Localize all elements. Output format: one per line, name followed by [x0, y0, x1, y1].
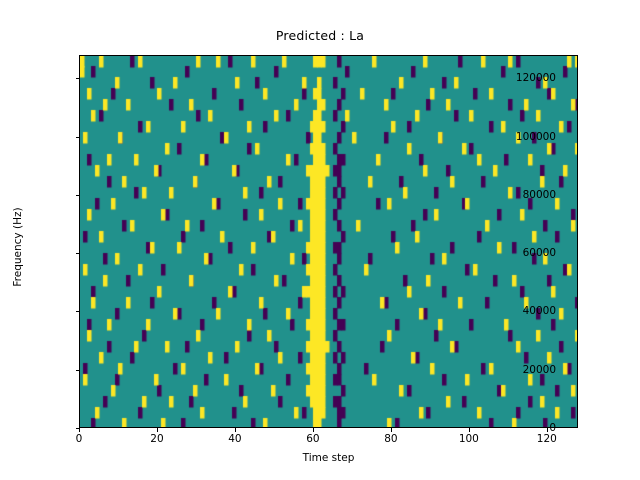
x-axis-label: Time step	[302, 452, 355, 464]
y-tick-mark	[75, 253, 79, 254]
y-tick-mark	[75, 428, 79, 429]
heatmap-image	[80, 56, 577, 427]
x-tick-mark	[469, 428, 470, 432]
x-tick-label: 0	[75, 433, 83, 445]
x-tick-mark	[157, 428, 158, 432]
y-tick-label: 40000	[522, 305, 556, 318]
heatmap-axes[interactable]	[79, 55, 578, 428]
y-axis-label: Frequency (Hz)	[12, 207, 24, 287]
x-tick-label: 120	[536, 433, 557, 445]
x-tick-label: 20	[150, 433, 164, 445]
x-tick-mark	[79, 428, 80, 432]
y-tick-label: 0	[549, 422, 556, 434]
x-tick-mark	[391, 428, 392, 432]
y-tick-mark	[75, 195, 79, 196]
x-tick-mark	[547, 428, 548, 432]
x-tick-label: 100	[458, 433, 479, 445]
y-tick-mark	[75, 78, 79, 79]
y-tick-label: 20000	[522, 363, 556, 376]
y-tick-label: 100000	[515, 130, 556, 143]
y-tick-mark	[75, 137, 79, 138]
chart-title: Predicted : La	[275, 28, 365, 43]
x-tick-label: 80	[384, 433, 398, 445]
y-tick-label: 60000	[522, 247, 556, 260]
x-tick-label: 60	[306, 433, 320, 445]
y-tick-mark	[75, 370, 79, 371]
x-tick-mark	[313, 428, 314, 432]
x-tick-label: 40	[228, 433, 242, 445]
y-tick-mark	[75, 311, 79, 312]
y-tick-label: 120000	[515, 72, 556, 85]
y-tick-label: 80000	[522, 188, 556, 201]
x-tick-mark	[235, 428, 236, 432]
